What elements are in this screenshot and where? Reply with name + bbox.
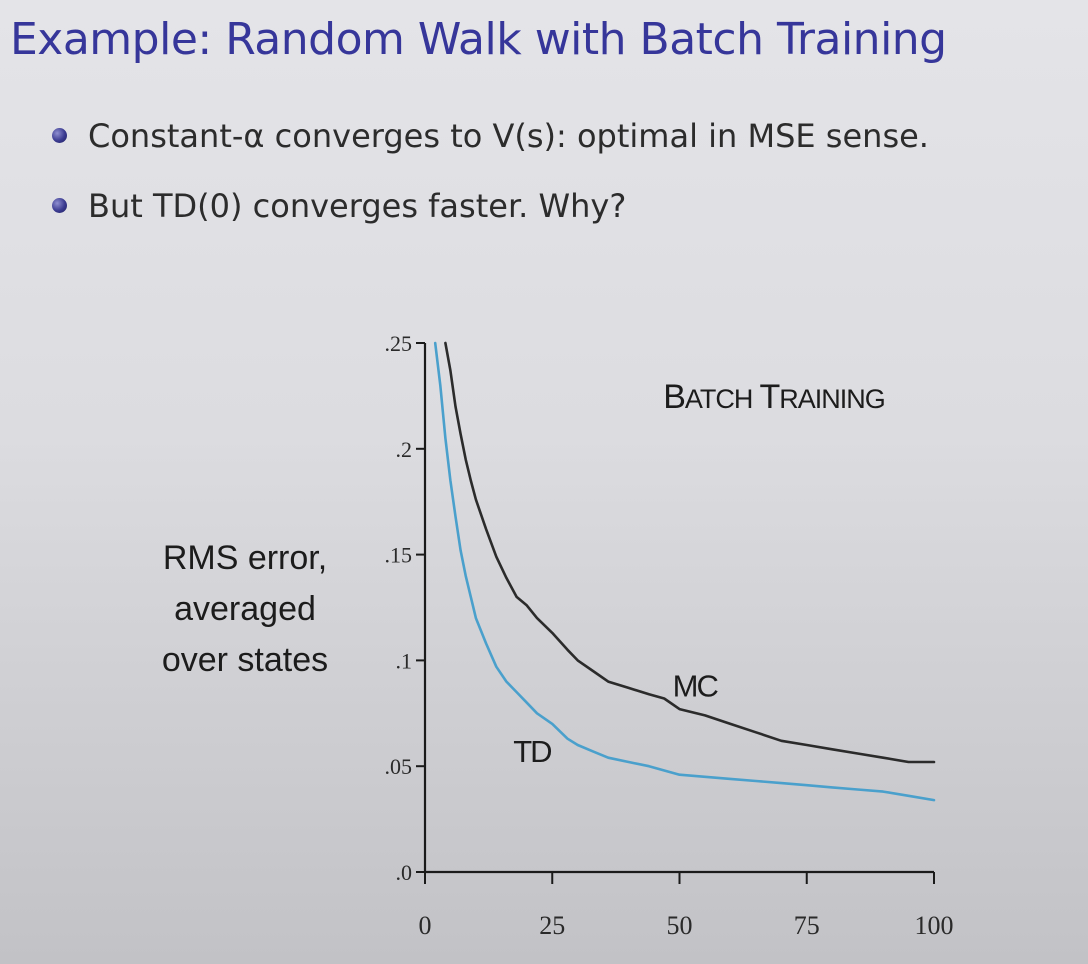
series-label-td: TD	[513, 734, 551, 769]
chart-title: BATCH TRAINING	[663, 378, 885, 416]
bullet-item: Constant-α converges to V(s): optimal in…	[52, 108, 929, 178]
y-tick-label: .0	[396, 860, 413, 885]
series-line-td	[433, 341, 936, 802]
y-axis-label-line: over states	[161, 641, 329, 679]
series-layer	[433, 341, 936, 802]
x-tick-label: 75	[794, 911, 820, 940]
x-tick-label: 100	[915, 911, 954, 940]
bullet-dot-icon	[52, 198, 67, 213]
y-tick-label: .25	[385, 331, 413, 356]
axes: .0 .05 .1 .15 .2 .25 0 25 50 75 100	[385, 331, 954, 940]
bullet-dot-icon	[52, 128, 67, 143]
bullet-list: Constant-α converges to V(s): optimal in…	[52, 108, 929, 248]
bullet-text: Constant-α converges to V(s): optimal in…	[88, 117, 929, 155]
labels-layer: MC TD BATCH TRAINING	[513, 378, 886, 769]
y-axis-label-line: averaged	[174, 590, 316, 628]
x-tick-label: 50	[667, 911, 693, 940]
y-axis-label-line: RMS error,	[162, 539, 328, 577]
slide-title: Example: Random Walk with Batch Training	[10, 14, 947, 65]
y-tick-label: .2	[396, 437, 413, 462]
series-line-mc	[444, 341, 936, 764]
x-tick-label: 0	[419, 911, 432, 940]
x-tick-label: 25	[539, 911, 565, 940]
y-tick-label: .15	[385, 543, 413, 568]
y-tick-label: .1	[396, 648, 413, 673]
bullet-text: But TD(0) converges faster. Why?	[88, 187, 627, 225]
series-label-mc: MC	[673, 668, 719, 703]
y-tick-label: .05	[385, 754, 413, 779]
y-axis-label: RMS error, averaged over states	[150, 533, 340, 686]
bullet-item: But TD(0) converges faster. Why?	[52, 178, 929, 248]
